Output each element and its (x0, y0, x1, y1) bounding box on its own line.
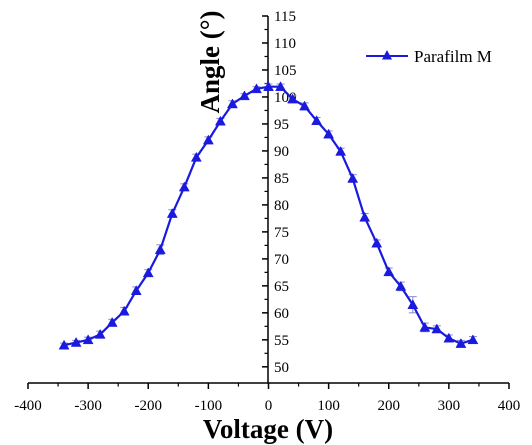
x-tick-label: 200 (378, 398, 401, 414)
data-point-marker (239, 90, 250, 101)
data-point-marker (407, 299, 419, 309)
data-point-marker (178, 181, 190, 192)
x-tick-label: -300 (74, 398, 102, 414)
x-tick-label: -400 (14, 398, 42, 414)
y-tick-label: 55 (274, 333, 289, 349)
data-point-marker (94, 328, 106, 339)
data-point-marker (214, 115, 226, 126)
y-tick-label: 95 (274, 117, 289, 133)
data-point-marker (58, 339, 70, 350)
x-tick-label: -200 (135, 398, 163, 414)
y-tick-label: 60 (274, 306, 289, 322)
data-point-marker (190, 151, 202, 162)
data-markers (58, 81, 479, 350)
data-point-marker (118, 305, 130, 316)
y-tick-label: 115 (274, 9, 296, 25)
y-tick-label: 70 (274, 252, 289, 268)
x-tick-label: -100 (195, 398, 223, 414)
legend-label: Parafilm M (414, 47, 492, 66)
data-point-marker (251, 83, 262, 94)
y-tick-label: 105 (274, 63, 297, 79)
data-point-marker (82, 334, 94, 345)
data-point-marker (70, 337, 82, 347)
x-tick-label: 300 (438, 398, 461, 414)
data-point-marker (455, 338, 467, 348)
x-tick-label: 400 (498, 398, 521, 414)
data-point-marker (323, 128, 335, 139)
data-point-marker (311, 115, 323, 125)
data-point-marker (166, 208, 178, 218)
y-axis-title: Angle (°) (195, 10, 225, 113)
legend-marker-icon (382, 50, 392, 60)
x-axis-ticks: -400 -300 -200 -100 0 100 200 300 400 (14, 383, 520, 414)
data-point-marker (227, 98, 238, 109)
data-point-marker (275, 81, 286, 91)
data-point-marker (154, 244, 166, 254)
data-point-marker (395, 280, 407, 291)
y-tick-label: 110 (274, 36, 296, 52)
data-point-marker (106, 317, 118, 327)
y-tick-label: 65 (274, 279, 289, 295)
data-point-marker (142, 267, 154, 278)
y-tick-label: 85 (274, 171, 289, 187)
data-point-marker (371, 237, 383, 248)
data-point-marker (130, 285, 142, 295)
data-point-marker (431, 323, 443, 334)
legend: Parafilm M (366, 47, 492, 66)
y-tick-label: 50 (274, 360, 289, 376)
data-point-marker (299, 100, 310, 111)
data-point-marker (335, 145, 347, 156)
data-point-marker (419, 321, 431, 332)
x-tick-label: 100 (317, 398, 340, 414)
data-point-marker (287, 93, 298, 104)
x-axis-title: Voltage (V) (203, 414, 333, 444)
data-point-marker (347, 172, 359, 183)
data-point-marker (467, 334, 479, 345)
data-point-marker (383, 266, 395, 277)
data-point-marker (263, 81, 274, 91)
y-tick-label: 75 (274, 225, 289, 241)
data-point-marker (202, 134, 214, 145)
data-point-marker (359, 211, 371, 222)
y-tick-label: 80 (274, 198, 289, 214)
y-tick-label: 90 (274, 144, 289, 160)
data-point-marker (443, 332, 455, 343)
x-tick-label: 0 (265, 398, 273, 414)
